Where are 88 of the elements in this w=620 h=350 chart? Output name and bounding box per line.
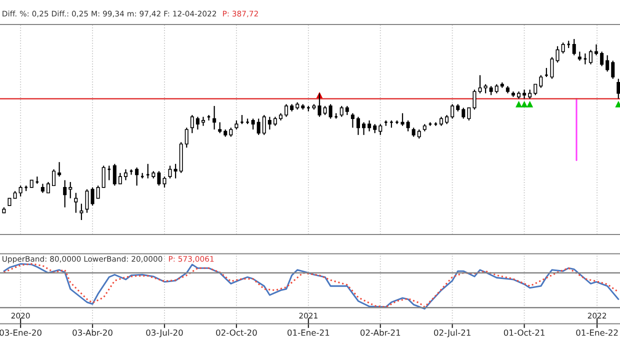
x-tick-label: 01-Oct-21 — [504, 329, 544, 336]
candlestick — [157, 170, 161, 186]
candlestick — [472, 89, 476, 110]
candlestick — [129, 168, 134, 176]
candlestick — [539, 74, 543, 88]
candlestick — [494, 84, 498, 94]
candlestick — [40, 183, 44, 194]
candlestick — [135, 166, 139, 186]
candlestick — [373, 124, 377, 134]
x-tick-label: 02-Jul-21 — [434, 329, 470, 338]
candlestick — [467, 107, 471, 122]
candlestick — [162, 176, 166, 188]
candlestick — [256, 118, 260, 136]
candlestick — [340, 105, 344, 118]
candlestick — [440, 116, 444, 126]
candlestick — [400, 112, 404, 126]
candlestick — [46, 181, 50, 194]
candlestick — [124, 168, 128, 181]
x-tick-label: 03-Jul-20 — [146, 329, 183, 338]
candlestick — [489, 85, 493, 96]
x-tick-label: 01-Ene-21 — [288, 329, 330, 336]
candlestick — [328, 104, 332, 120]
candlestick — [323, 105, 327, 116]
candlestick — [583, 52, 588, 65]
candlestick — [550, 56, 554, 80]
candlestick — [368, 120, 372, 132]
candlestick — [251, 118, 255, 130]
x-tick-label: 02-Abr-21 — [360, 329, 400, 336]
candlestick — [594, 44, 598, 56]
candlestick — [572, 38, 576, 56]
candlestick — [606, 54, 610, 72]
candlestick — [318, 92, 322, 118]
candlestick — [85, 188, 89, 214]
candlestick — [450, 104, 454, 120]
x-tick-label: 02-Oct-20 — [216, 329, 257, 336]
candlestick — [412, 127, 416, 138]
x-tick-label: 01-Ene-22 — [576, 329, 618, 336]
candlestick — [362, 122, 366, 136]
candlestick — [58, 162, 62, 178]
candlestick — [350, 112, 354, 128]
candlestick — [556, 46, 560, 64]
candlestick — [80, 203, 84, 221]
candlestick — [102, 165, 106, 188]
candlestick — [611, 60, 615, 80]
candlestick — [445, 114, 449, 125]
candlestick — [600, 51, 604, 67]
x-tick-label: 03-Abr-20 — [72, 329, 112, 336]
candlestick — [588, 49, 593, 65]
candlestick — [168, 165, 172, 179]
candlestick — [578, 51, 582, 62]
candlestick — [174, 163, 178, 179]
candlestick — [462, 107, 466, 120]
candlestick — [273, 116, 277, 126]
candlestick — [234, 120, 238, 130]
candlestick — [212, 105, 216, 130]
candlestick — [229, 127, 233, 138]
candlestick — [478, 74, 482, 94]
candlestick — [484, 84, 488, 94]
candlestick — [196, 116, 200, 130]
candlestick — [90, 186, 94, 206]
candlestick — [190, 114, 194, 134]
candlestick — [268, 116, 272, 130]
candlestick — [406, 120, 410, 132]
x-tick-label: 03-Ene-20 — [0, 329, 42, 336]
candlestick — [356, 116, 360, 136]
candlestick — [96, 185, 100, 199]
candlestick — [534, 84, 538, 96]
candlestick — [201, 116, 206, 126]
candlestick — [616, 78, 620, 100]
candlestick — [184, 127, 188, 148]
candlestick — [74, 192, 78, 214]
candlestick — [118, 172, 122, 184]
candlestick — [522, 89, 526, 100]
candlestick — [112, 163, 116, 186]
candlestick — [68, 181, 72, 199]
candlestick — [417, 128, 421, 140]
candlestick — [206, 114, 211, 122]
candlestick — [561, 42, 565, 54]
candlestick — [528, 89, 532, 100]
candlestick — [378, 124, 382, 136]
candlestick — [18, 185, 22, 198]
candlestick — [52, 168, 56, 186]
candlestick — [218, 122, 222, 134]
candlestick — [262, 114, 266, 136]
candlestick — [284, 104, 288, 118]
candlestick — [345, 105, 349, 116]
candlestick — [107, 165, 112, 181]
candlestick — [63, 180, 67, 208]
